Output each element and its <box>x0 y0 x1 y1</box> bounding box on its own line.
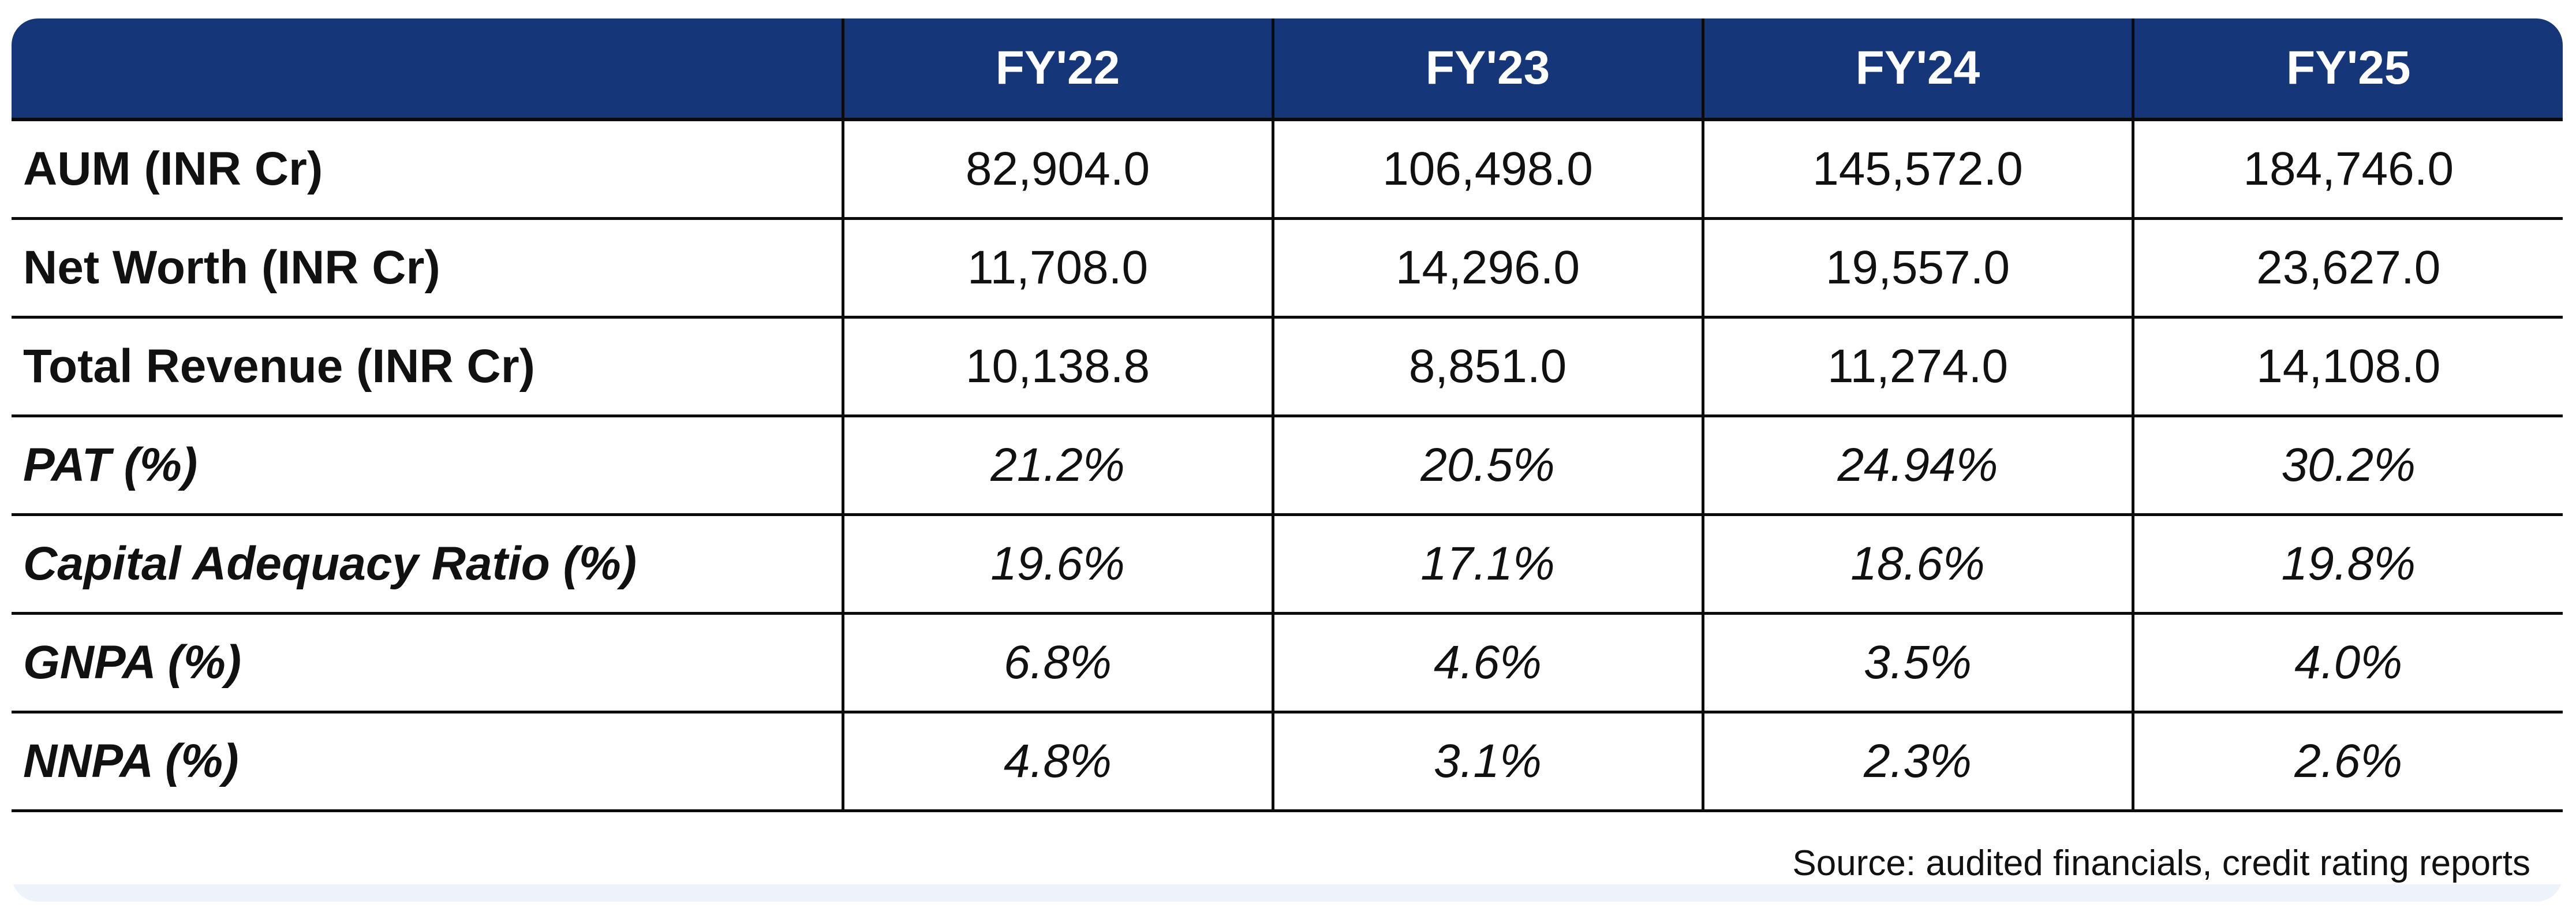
table-row-total-revenue: Total Revenue (INR Cr) 10,138.8 8,851.0 … <box>12 317 2563 417</box>
table-cell: 4.6% <box>1271 613 1703 713</box>
table-cell: 23,627.0 <box>2131 218 2563 319</box>
table-cell: 2.3% <box>1701 712 2133 812</box>
table-cell: 11,708.0 <box>841 218 1273 319</box>
row-label: GNPA (%) <box>12 613 843 713</box>
table-cell: 11,274.0 <box>1701 317 2133 417</box>
table-cell: 82,904.0 <box>841 119 1273 220</box>
table-cell: 19.8% <box>2131 514 2563 615</box>
financials-card: FY'22 FY'23 FY'24 FY'25 AUM (INR Cr) 82,… <box>12 18 2563 902</box>
table-cell: 6.8% <box>841 613 1273 713</box>
table-cell: 19,557.0 <box>1701 218 2133 319</box>
table-cell: 2.6% <box>2131 712 2563 812</box>
table-cell: 3.5% <box>1701 613 2133 713</box>
table-row-net-worth: Net Worth (INR Cr) 11,708.0 14,296.0 19,… <box>12 218 2563 319</box>
header-row: FY'22 FY'23 FY'24 FY'25 <box>12 18 2563 121</box>
header-cell-fy25: FY'25 <box>2131 18 2563 121</box>
table-container: FY'22 FY'23 FY'24 FY'25 AUM (INR Cr) 82,… <box>12 18 2563 884</box>
table-cell: 14,108.0 <box>2131 317 2563 417</box>
row-label: PAT (%) <box>12 416 843 516</box>
row-label: AUM (INR Cr) <box>12 119 843 220</box>
table-row-pat: PAT (%) 21.2% 20.5% 24.94% 30.2% <box>12 416 2563 516</box>
header-cell-label <box>12 18 843 121</box>
table-cell: 10,138.8 <box>841 317 1273 417</box>
row-label: Capital Adequacy Ratio (%) <box>12 514 843 615</box>
table-cell: 8,851.0 <box>1271 317 1703 417</box>
table-row-nnpa: NNPA (%) 4.8% 3.1% 2.3% 2.6% <box>12 712 2563 812</box>
table-cell: 17.1% <box>1271 514 1703 615</box>
table-cell: 14,296.0 <box>1271 218 1703 319</box>
table-cell: 4.8% <box>841 712 1273 812</box>
table-cell: 30.2% <box>2131 416 2563 516</box>
row-label: NNPA (%) <box>12 712 843 812</box>
table-cell: 24.94% <box>1701 416 2133 516</box>
header-cell-fy22: FY'22 <box>841 18 1273 121</box>
table-cell: 20.5% <box>1271 416 1703 516</box>
table-cell: 3.1% <box>1271 712 1703 812</box>
source-note: Source: audited financials, credit ratin… <box>1792 843 2530 883</box>
table-cell: 19.6% <box>841 514 1273 615</box>
row-label: Total Revenue (INR Cr) <box>12 317 843 417</box>
table-cell: 106,498.0 <box>1271 119 1703 220</box>
financials-table: FY'22 FY'23 FY'24 FY'25 AUM (INR Cr) 82,… <box>12 18 2563 812</box>
header-cell-fy23: FY'23 <box>1271 18 1703 121</box>
table-cell: 21.2% <box>841 416 1273 516</box>
table-cell: 145,572.0 <box>1701 119 2133 220</box>
table-cell: 18.6% <box>1701 514 2133 615</box>
row-label: Net Worth (INR Cr) <box>12 218 843 319</box>
table-row-gnpa: GNPA (%) 6.8% 4.6% 3.5% 4.0% <box>12 613 2563 713</box>
table-row-capital-adequacy: Capital Adequacy Ratio (%) 19.6% 17.1% 1… <box>12 514 2563 615</box>
header-cell-fy24: FY'24 <box>1701 18 2133 121</box>
table-row-aum: AUM (INR Cr) 82,904.0 106,498.0 145,572.… <box>12 119 2563 220</box>
table-cell: 4.0% <box>2131 613 2563 713</box>
table-cell: 184,746.0 <box>2131 119 2563 220</box>
